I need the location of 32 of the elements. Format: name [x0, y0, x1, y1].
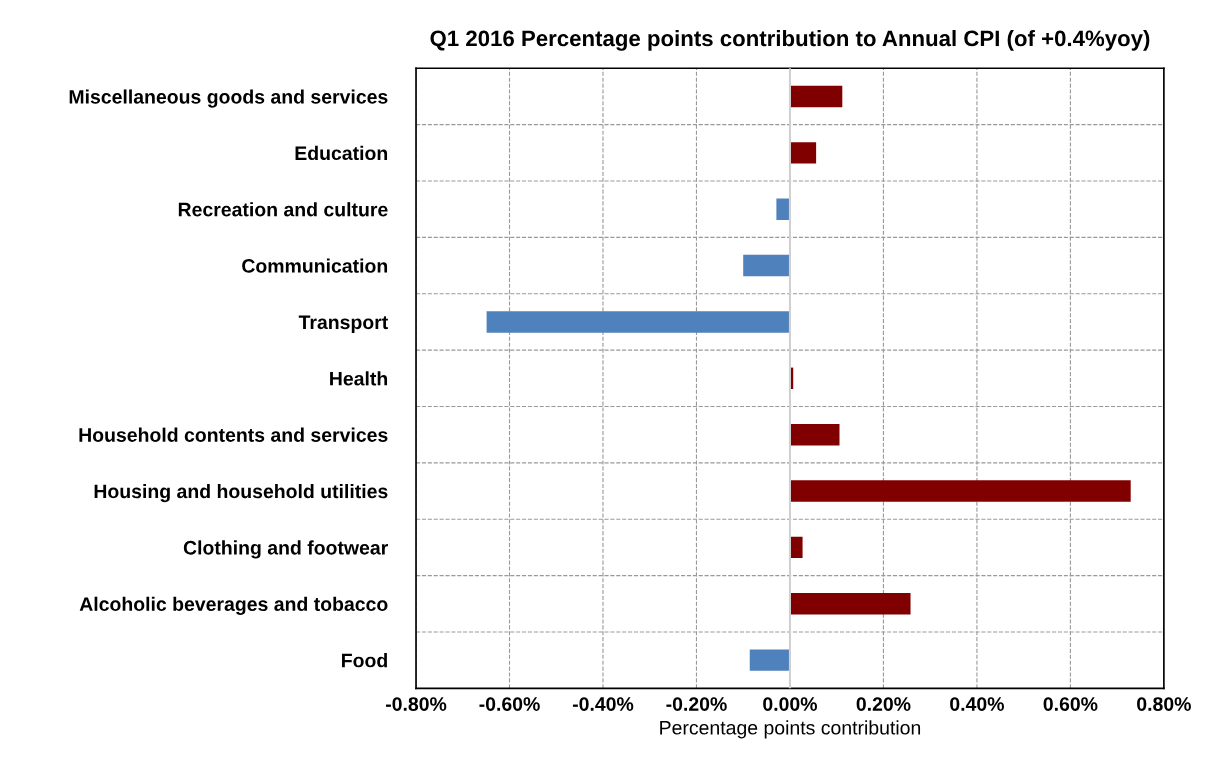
- y-tick-label: Housing and household utilities: [94, 483, 388, 503]
- bar: [789, 480, 1131, 502]
- x-axis-title: Percentage points contribution: [660, 720, 921, 739]
- bar: [776, 198, 790, 220]
- bar: [789, 593, 911, 615]
- x-tick-label: -0.20%: [666, 697, 727, 711]
- bar: [789, 536, 803, 559]
- x-tick-label: -0.60%: [479, 697, 540, 711]
- y-tick-label: Education: [295, 145, 388, 161]
- x-tick-label: 0.00%: [763, 697, 818, 711]
- y-tick-label: Transport: [298, 315, 389, 334]
- bar: [789, 142, 817, 164]
- x-tick-label: 0.20%: [856, 697, 911, 711]
- bar: [789, 85, 843, 108]
- bar: [749, 649, 790, 671]
- bar: [486, 311, 790, 333]
- y-tick-label: Clothing and footwear: [183, 540, 388, 559]
- x-tick-label: -0.40%: [572, 697, 634, 711]
- y-tick-label: Alcoholic beverages and tobacco: [79, 596, 388, 615]
- y-tick-label: Food: [342, 653, 387, 668]
- x-tick-label: -0.80%: [385, 697, 447, 711]
- x-tick-label: 0.60%: [1043, 697, 1098, 711]
- y-tick-label: Communication: [242, 258, 388, 273]
- y-tick-label: Miscellaneous goods and services: [69, 89, 388, 108]
- chart-title: Q1 2016 Percentage points contribution to Annual CPI (of +0.4%yoy): [430, 29, 1150, 51]
- bar: [789, 423, 840, 446]
- x-tick-label: 0.40%: [950, 697, 1004, 711]
- bar: [743, 254, 790, 277]
- y-tick-label: Health: [330, 371, 388, 386]
- y-tick-label: Recreation and culture: [178, 202, 388, 217]
- x-tick-label: 0.80%: [1137, 697, 1191, 711]
- y-tick-label: Household contents and services: [79, 427, 388, 442]
